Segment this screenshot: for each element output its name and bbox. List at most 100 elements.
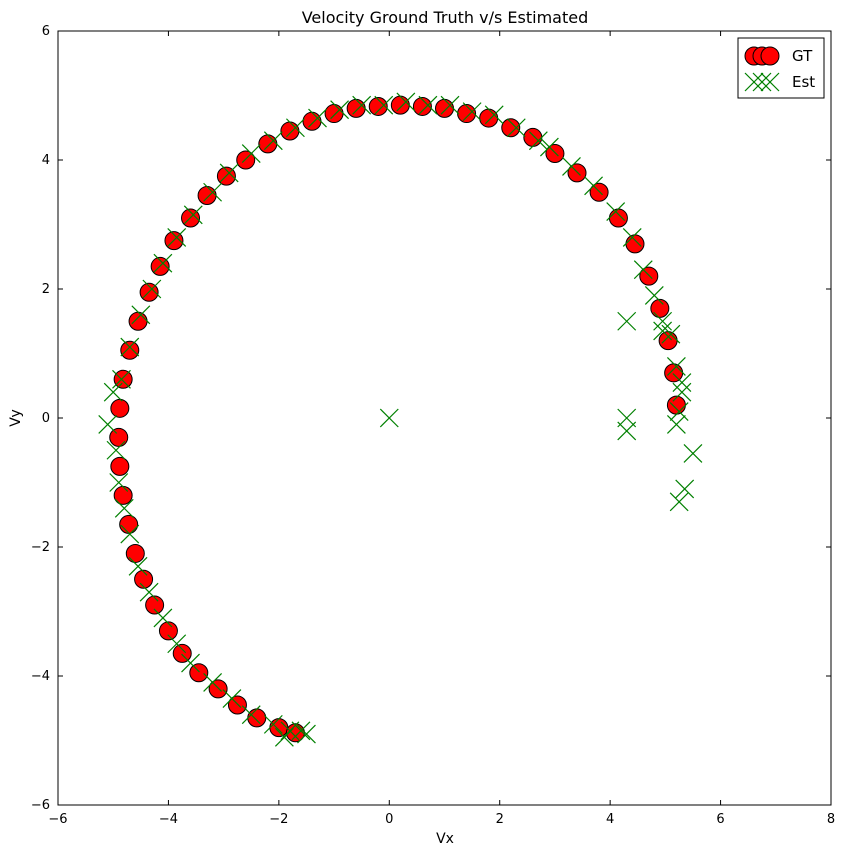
est-point <box>222 689 242 708</box>
est-point <box>297 724 316 744</box>
est-point <box>167 634 187 654</box>
gt-point <box>189 663 209 683</box>
est-point <box>103 382 123 402</box>
est-point <box>131 305 151 325</box>
axis-ticks: −6 −4 −2 0 2 4 6 8 −6 −4 −2 0 2 4 6 <box>31 24 835 827</box>
est-point <box>274 727 294 747</box>
est-point <box>666 356 686 376</box>
gt-point <box>324 104 344 124</box>
est-point <box>219 163 239 183</box>
gt-point <box>412 96 432 116</box>
est-point <box>114 498 134 518</box>
gt-point <box>664 363 684 383</box>
gt-point <box>435 98 454 118</box>
est-point <box>142 279 162 299</box>
gt-point <box>120 340 140 360</box>
est-point <box>653 321 673 341</box>
gt-point <box>113 369 133 389</box>
gt-point <box>109 427 129 447</box>
y-tick-label: 0 <box>42 411 50 426</box>
gt-point <box>128 311 148 331</box>
legend-marker-est <box>744 72 764 92</box>
gt-point <box>390 95 410 115</box>
gt-point <box>145 595 165 615</box>
est-point <box>352 95 372 115</box>
est-point <box>181 653 200 673</box>
y-tick-label: −6 <box>31 798 50 813</box>
est-point <box>653 311 673 331</box>
est-point <box>291 721 311 741</box>
est-point <box>167 227 187 247</box>
est-point <box>183 205 203 225</box>
gt-point <box>666 395 686 415</box>
est-point <box>562 157 581 176</box>
est-point <box>98 415 118 434</box>
gt-point <box>110 456 130 476</box>
gt-point <box>589 182 609 202</box>
legend-marker-est <box>760 72 780 92</box>
legend: GT Est <box>737 37 825 99</box>
gt-point <box>650 298 670 318</box>
gt-point <box>269 718 289 738</box>
gt-point <box>658 331 678 351</box>
gt-point <box>501 118 521 138</box>
gt-point <box>208 679 228 699</box>
est-point <box>153 608 173 628</box>
gt-point <box>346 98 366 118</box>
gt-point <box>368 96 388 116</box>
est-point <box>263 131 283 151</box>
gt-point <box>625 234 645 254</box>
legend-marker-gt <box>760 46 780 66</box>
legend-marker-est <box>752 72 772 92</box>
est-point <box>106 440 126 460</box>
x-tick-label: −6 <box>48 812 67 827</box>
gt-point <box>523 127 543 147</box>
gt-point <box>119 514 139 534</box>
gt-point <box>567 163 587 183</box>
x-tick-label: 4 <box>606 812 614 827</box>
est-point <box>506 118 526 138</box>
est-point <box>669 402 689 421</box>
x-tick-label: 8 <box>827 812 835 827</box>
x-tick-label: 0 <box>385 812 393 827</box>
est-point <box>675 479 695 499</box>
gt-point <box>134 569 154 589</box>
est-point <box>241 144 261 163</box>
y-axis-label: Vy <box>8 409 24 427</box>
est-point <box>672 382 692 402</box>
x-tick-label: −4 <box>159 812 178 827</box>
est-point <box>285 118 305 138</box>
x-tick-label: 6 <box>716 812 724 827</box>
est-point <box>539 137 559 157</box>
gt-point <box>479 108 499 128</box>
gt-point <box>125 543 145 563</box>
gt-point <box>280 121 300 141</box>
est-point <box>330 100 350 120</box>
est-point <box>666 415 686 434</box>
est-point <box>374 95 394 115</box>
est-point <box>462 102 482 122</box>
est-point <box>622 227 642 247</box>
est-point <box>617 408 637 428</box>
est-point <box>120 524 140 544</box>
gt-point <box>457 104 477 124</box>
gt-point <box>110 398 130 418</box>
est-point <box>440 95 460 115</box>
est-point <box>683 444 703 463</box>
gt-point <box>302 111 322 131</box>
est-point <box>584 176 604 196</box>
y-tick-label: −4 <box>31 669 50 684</box>
gt-point <box>545 144 565 164</box>
est-point <box>669 492 689 512</box>
gt-point <box>639 266 659 286</box>
est-point <box>396 92 416 112</box>
est-point <box>633 260 653 280</box>
est-point <box>418 95 438 115</box>
est-point <box>308 108 327 128</box>
est-point <box>139 582 159 602</box>
gt-point <box>158 621 178 641</box>
plot-area <box>98 92 703 747</box>
gt-point <box>227 695 247 715</box>
est-point <box>112 369 131 389</box>
